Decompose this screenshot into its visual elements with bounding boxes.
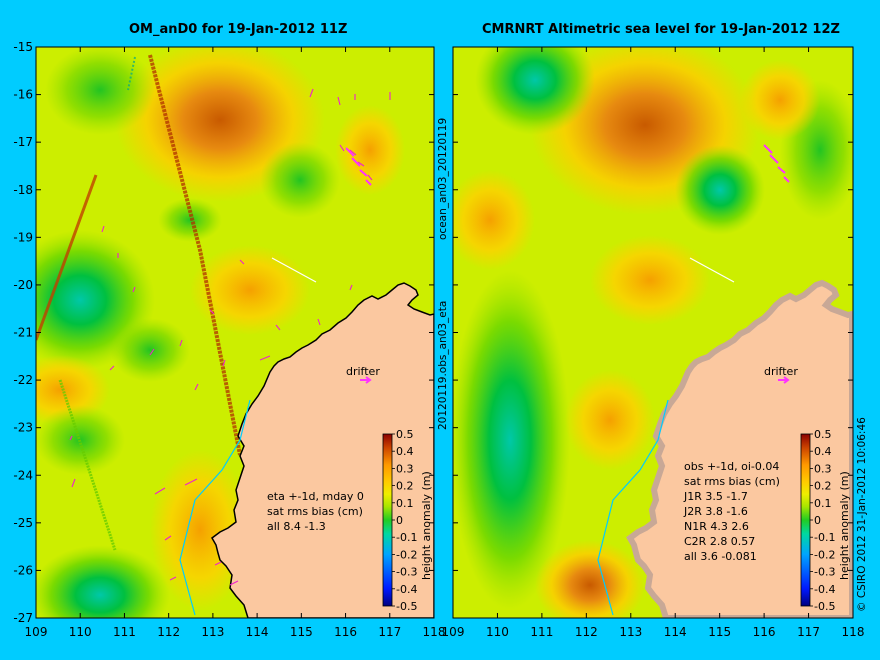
left-x-tick-label: 114	[246, 625, 269, 639]
y-tick-label: -16	[13, 88, 33, 102]
y-tick-label: -21	[13, 326, 33, 340]
right-colorbar-tick-label: -0.2	[814, 548, 835, 561]
y-tick-label: -17	[13, 135, 33, 149]
left-stats-line: all 8.4 -1.3	[267, 520, 326, 533]
axis-ticks: 109 110 111 112 113 114 115 116 117 118 -15 -16 -17 -…	[13, 40, 864, 639]
y-tick-label: -25	[13, 516, 33, 530]
file-label-b: 20120119.obs_an03_eta	[437, 301, 449, 430]
right-stats-line: obs +-1d, oi-0.04	[684, 460, 779, 473]
y-tick-label: -19	[13, 230, 33, 244]
y-tick-label: -26	[13, 563, 33, 577]
right-x-tick-label: 113	[619, 625, 642, 639]
left-stats-line: eta +-1d, mday 0	[267, 490, 364, 503]
left-drifter-track	[345, 147, 372, 186]
y-tick-label: -27	[13, 611, 33, 625]
right-colorbar-tick-label: 0.2	[814, 480, 832, 493]
right-x-tick-label: 114	[664, 625, 687, 639]
y-tick-label: -23	[13, 421, 33, 435]
y-tick-label: -15	[13, 40, 33, 54]
right-colorbar-tick-label: 0.3	[814, 462, 832, 475]
left-colorbar-tick-label: 0.5	[396, 428, 414, 441]
right-stats-line: J2R 3.8 -1.6	[683, 505, 748, 518]
right-colorbar-tick-label: 0.5	[814, 428, 832, 441]
left-colorbar-tick-label: -0.3	[396, 566, 417, 579]
right-stats-line: N1R 4.3 2.6	[684, 520, 749, 533]
left-x-tick-label: 111	[113, 625, 136, 639]
left-panel-title: OM_anD0 for 19-Jan-2012 11Z	[129, 22, 348, 37]
left-colorbar-tick-label: 0.3	[396, 462, 414, 475]
right-x-tick-label: 109	[442, 625, 465, 639]
left-colorbar-tick-label: -0.1	[396, 531, 417, 544]
left-stats-line: sat rms bias (cm)	[267, 505, 363, 518]
left-x-tick-label: 116	[334, 625, 357, 639]
right-colorbar-tick-label: 0.4	[814, 445, 832, 458]
left-colorbar-label: height anomaly (m)	[420, 471, 433, 580]
left-velocity-arrows	[69, 88, 391, 586]
left-colorbar-tick-label: 0.4	[396, 445, 414, 458]
left-drifter-label: drifter	[346, 365, 380, 378]
right-colorbar-tick-label: -0.1	[814, 531, 835, 544]
credit-label: © CSIRO 2012 31-Jan-2012 10:06:46	[856, 417, 868, 612]
left-map: drifter eta +-1d, mday 0 sat rms bias (c…	[36, 47, 434, 618]
left-x-tick-label: 115	[290, 625, 313, 639]
left-x-tick-label: 113	[201, 625, 224, 639]
left-x-tick-label: 118	[423, 625, 446, 639]
left-x-tick-label: 110	[69, 625, 92, 639]
left-x-tick-label: 112	[157, 625, 180, 639]
file-label-a: ocean_an03_20120119	[437, 118, 449, 240]
left-colorbar	[382, 433, 393, 607]
right-x-tick-label: 116	[753, 625, 776, 639]
right-x-tick-label: 112	[575, 625, 598, 639]
right-colorbar-tick-label: -0.5	[814, 600, 835, 613]
left-x-tick-label: 109	[25, 625, 48, 639]
right-colorbar	[800, 433, 811, 607]
right-drifter-track	[763, 144, 790, 183]
right-stats: obs +-1d, oi-0.04 sat rms bias (cm) J1R …	[683, 460, 780, 563]
left-colorbar-tick-label: -0.5	[396, 600, 417, 613]
right-colorbar-tick-label: -0.4	[814, 583, 835, 596]
left-colorbar-tick-label: 0	[396, 514, 403, 527]
right-panel-title: CMRNRT Altimetric sea level for 19-Jan-2…	[482, 22, 840, 37]
right-colorbar-tick-label: -0.3	[814, 566, 835, 579]
right-colorbar-tick-label: 0.1	[814, 497, 832, 510]
right-stats-line: all 3.6 -0.081	[684, 550, 757, 563]
left-colorbar-tick-label: 0.2	[396, 480, 414, 493]
right-drifter-label: drifter	[764, 365, 798, 378]
right-x-tick-label: 111	[530, 625, 553, 639]
right-map: drifter obs +-1d, oi-0.04 sat rms bias (…	[453, 47, 853, 618]
left-colorbar-tick-label: 0.1	[396, 497, 414, 510]
right-stats-line: J1R 3.5 -1.7	[683, 490, 748, 503]
left-colorbar-tick-label: -0.4	[396, 583, 417, 596]
left-stats: eta +-1d, mday 0 sat rms bias (cm) all 8…	[267, 490, 364, 533]
right-stats-line: sat rms bias (cm)	[684, 475, 780, 488]
right-x-tick-label: 118	[842, 625, 865, 639]
right-x-tick-label: 110	[486, 625, 509, 639]
right-stats-line: C2R 2.8 0.57	[684, 535, 755, 548]
y-tick-label: -22	[13, 373, 33, 387]
right-x-tick-label: 117	[797, 625, 820, 639]
right-drifter-arrow	[778, 376, 790, 384]
right-x-tick-label: 115	[708, 625, 731, 639]
y-tick-label: -20	[13, 278, 33, 292]
left-colorbar-tick-label: -0.2	[396, 548, 417, 561]
right-colorbar-label: height anomaly (m)	[838, 471, 851, 580]
y-tick-label: -18	[13, 183, 33, 197]
y-tick-label: -24	[13, 468, 33, 482]
right-colorbar-tick-label: 0	[814, 514, 821, 527]
left-drifter-arrow	[360, 376, 372, 384]
left-x-tick-label: 117	[378, 625, 401, 639]
